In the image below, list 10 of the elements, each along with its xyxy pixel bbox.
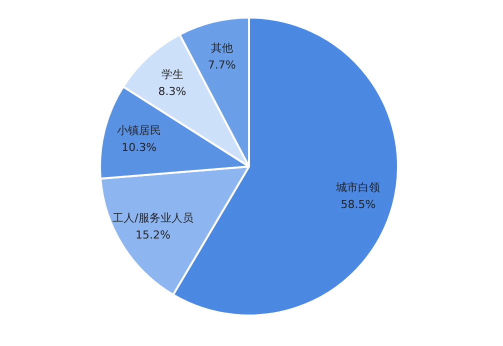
data-label: 7.7%	[208, 58, 236, 72]
slice-label: 学生	[161, 68, 184, 82]
slice-label: 小镇居民	[117, 124, 162, 138]
data-label: 58.5%	[340, 198, 376, 212]
data-label: 10.3%	[122, 141, 157, 154]
slice-label: 工人/服务业人员	[112, 211, 194, 224]
slice-label: 城市白领	[335, 181, 380, 194]
slice-label: 其他	[210, 41, 233, 54]
data-label: 8.3%	[158, 85, 186, 98]
data-label: 15.2%	[136, 228, 170, 242]
